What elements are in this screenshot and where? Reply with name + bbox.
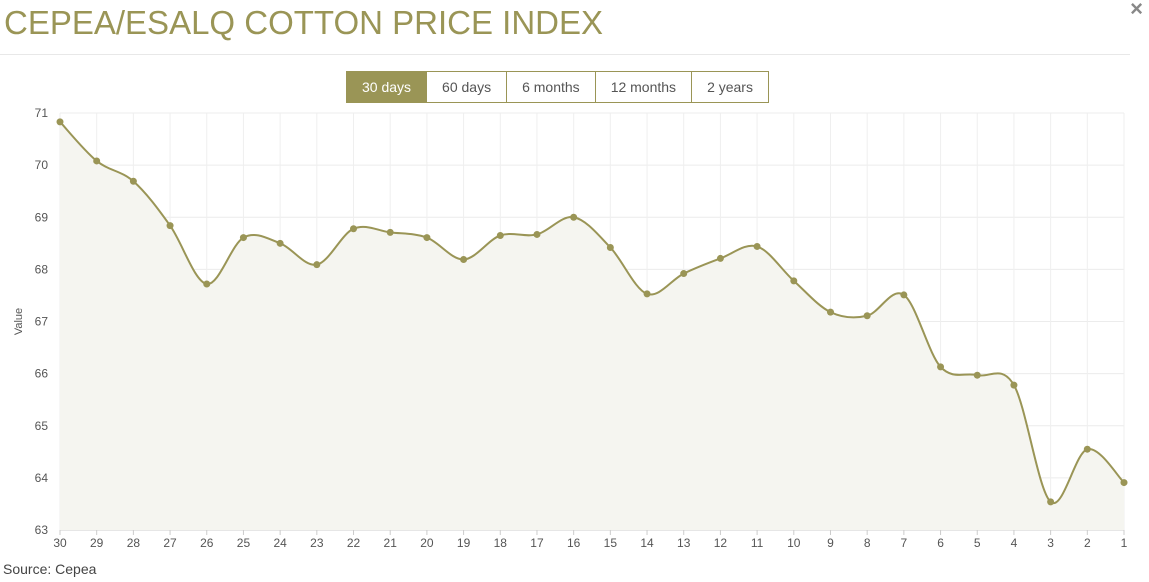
data-point xyxy=(203,280,211,288)
y-tick-label: 71 xyxy=(35,106,49,120)
data-point xyxy=(570,213,578,221)
data-point xyxy=(973,371,981,379)
data-point xyxy=(680,270,688,278)
x-tick-label: 20 xyxy=(420,536,434,550)
data-point xyxy=(826,308,834,316)
x-tick-label: 9 xyxy=(827,536,834,550)
x-tick-label: 8 xyxy=(864,536,871,550)
divider xyxy=(0,54,1130,55)
data-point xyxy=(423,234,431,242)
data-point xyxy=(533,230,541,238)
x-tick-label: 22 xyxy=(347,536,361,550)
data-point xyxy=(1120,479,1128,487)
x-tick-label: 1 xyxy=(1121,536,1128,550)
x-tick-label: 2 xyxy=(1084,536,1091,550)
range-12-months-button[interactable]: 12 months xyxy=(594,72,692,102)
x-tick-label: 10 xyxy=(787,536,801,550)
x-tick-label: 23 xyxy=(310,536,324,550)
data-point xyxy=(643,290,651,298)
x-tick-label: 27 xyxy=(163,536,177,550)
y-tick-label: 69 xyxy=(35,210,49,224)
data-point xyxy=(166,222,174,230)
data-point xyxy=(1083,445,1091,453)
data-point xyxy=(1047,498,1055,506)
data-point xyxy=(753,242,761,250)
x-tick-label: 5 xyxy=(974,536,981,550)
x-tick-label: 28 xyxy=(127,536,141,550)
x-tick-label: 15 xyxy=(604,536,618,550)
range-selector: 30 days 60 days 6 months 12 months 2 yea… xyxy=(346,71,769,103)
x-tick-label: 6 xyxy=(937,536,944,550)
data-point xyxy=(313,261,321,269)
data-point xyxy=(239,234,247,242)
data-point xyxy=(937,363,945,371)
source-note: Source: Cepea xyxy=(3,561,97,577)
close-icon[interactable]: × xyxy=(1130,0,1143,21)
x-tick-label: 29 xyxy=(90,536,104,550)
data-point xyxy=(276,239,284,247)
data-point xyxy=(129,177,137,185)
series-line xyxy=(59,121,1125,505)
data-point xyxy=(900,291,908,299)
x-tick-label: 11 xyxy=(751,536,764,550)
series-area xyxy=(60,121,1124,530)
range-2-years-button[interactable]: 2 years xyxy=(691,72,768,102)
range-6-months-button[interactable]: 6 months xyxy=(506,72,595,102)
x-tick-label: 13 xyxy=(677,536,691,550)
x-tick-label: 4 xyxy=(1011,536,1018,550)
range-60-days-button[interactable]: 60 days xyxy=(426,72,507,102)
y-tick-label: 64 xyxy=(35,471,49,485)
data-point xyxy=(460,255,468,263)
data-point xyxy=(350,225,358,233)
y-tick-label: 68 xyxy=(35,262,49,276)
data-point xyxy=(790,277,798,285)
data-point xyxy=(496,231,504,239)
data-point xyxy=(606,243,614,251)
x-tick-label: 3 xyxy=(1047,536,1054,550)
x-tick-label: 16 xyxy=(567,536,581,550)
x-tick-label: 7 xyxy=(901,536,908,550)
x-tick-label: 24 xyxy=(273,536,287,550)
page-title: CEPEA/ESALQ COTTON PRICE INDEX xyxy=(4,4,604,41)
x-tick-label: 26 xyxy=(200,536,214,550)
data-point xyxy=(56,118,64,126)
data-point xyxy=(1010,381,1018,389)
range-30-days-button[interactable]: 30 days xyxy=(347,72,427,102)
x-tick-label: 19 xyxy=(457,536,471,550)
x-tick-label: 17 xyxy=(530,536,544,550)
x-tick-label: 18 xyxy=(494,536,508,550)
x-tick-label: 12 xyxy=(714,536,728,550)
x-tick-label: 25 xyxy=(237,536,251,550)
y-axis-title: Value xyxy=(13,308,25,335)
data-point xyxy=(386,228,394,236)
y-tick-label: 70 xyxy=(35,158,49,172)
y-tick-label: 67 xyxy=(35,315,49,329)
data-point xyxy=(93,157,101,165)
data-point xyxy=(716,254,724,262)
y-tick-label: 66 xyxy=(35,367,49,381)
y-tick-label: 63 xyxy=(35,523,49,537)
x-tick-label: 14 xyxy=(640,536,654,550)
x-tick-label: 30 xyxy=(53,536,67,550)
data-point xyxy=(863,312,871,320)
x-tick-label: 21 xyxy=(384,536,398,550)
y-tick-label: 65 xyxy=(35,419,49,433)
